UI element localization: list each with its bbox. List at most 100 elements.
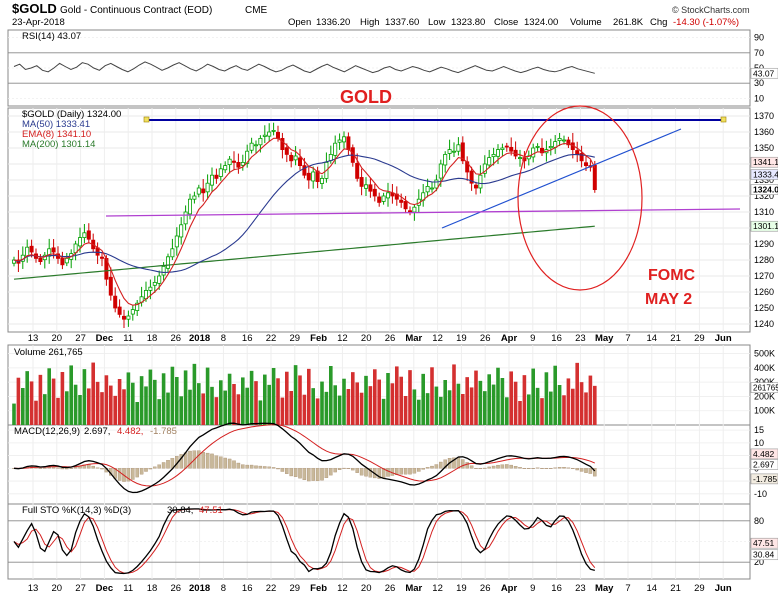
candle-body xyxy=(249,142,254,151)
volume-bar xyxy=(254,381,258,425)
candle-body xyxy=(284,147,289,155)
macd-last-tag xyxy=(750,459,778,470)
candle-body xyxy=(302,165,307,176)
macd-histogram-bar xyxy=(157,464,161,469)
volume-bar xyxy=(513,381,518,425)
volume-bar xyxy=(324,391,329,425)
macd-last-label: 2.697 xyxy=(753,459,775,469)
candle-body xyxy=(319,177,324,184)
volume-bar xyxy=(249,370,254,425)
support-line xyxy=(105,208,741,217)
price-tick-label: 1240 xyxy=(754,319,774,329)
x-axis-label-lower: 12 xyxy=(432,583,443,594)
low-label: Low xyxy=(428,17,446,28)
x-axis-label-upper: 19 xyxy=(456,333,467,344)
macd-histogram-bar xyxy=(417,468,421,472)
macd-histogram-bar xyxy=(298,468,302,479)
macd-histogram-bar xyxy=(144,468,148,472)
candle-body xyxy=(584,162,589,167)
x-axis-label-lower: 8 xyxy=(221,583,226,594)
volume-bar xyxy=(122,389,126,425)
exchange-label: CME xyxy=(245,5,268,16)
macd-histogram-bar xyxy=(368,468,373,478)
macd-histogram-bar xyxy=(500,464,505,469)
macd-last-tag xyxy=(750,473,778,485)
candle-body xyxy=(341,136,346,143)
volume-bar xyxy=(100,392,104,425)
volume-bar xyxy=(56,397,60,425)
close-label: Close xyxy=(494,17,518,28)
sto-k-value: 30.84, xyxy=(167,505,193,516)
macd-signal-value: 4.482, xyxy=(117,426,143,437)
volume-tick-label: 300K xyxy=(754,377,775,387)
macd-histogram-bar xyxy=(439,461,443,469)
macd-histogram-bar xyxy=(478,468,483,470)
macd-label: MACD(12,26,9) xyxy=(14,426,80,437)
volume-bar xyxy=(496,367,500,425)
volume-bar xyxy=(232,384,236,425)
candle-body xyxy=(311,171,316,182)
candle-body xyxy=(447,149,452,154)
volume-bar xyxy=(566,378,571,425)
candle-body xyxy=(122,315,127,320)
volume-bar xyxy=(509,371,513,425)
x-axis-label-upper: 22 xyxy=(266,333,277,344)
volume-bar xyxy=(408,370,412,425)
candle-body xyxy=(346,136,351,151)
candle-body xyxy=(240,161,245,166)
candle-body xyxy=(328,153,333,161)
candle-body xyxy=(575,150,580,155)
macd-histogram-bar xyxy=(43,467,47,469)
macd-histogram-bar xyxy=(320,468,324,481)
macd-histogram-bar xyxy=(522,468,527,469)
candle-body xyxy=(152,281,157,286)
x-axis-label-upper: 26 xyxy=(480,333,491,344)
volume-bar xyxy=(571,388,575,425)
volume-bar xyxy=(153,379,157,425)
volume-bar xyxy=(276,378,280,425)
candle-body xyxy=(218,168,223,177)
macd-histogram-bar xyxy=(443,459,447,469)
rsi-last-label: 43.07 xyxy=(753,68,775,78)
fomc-date-annotation: MAY 2 xyxy=(645,291,692,308)
macd-histogram-bar xyxy=(593,468,597,477)
grid-lines xyxy=(8,37,750,579)
resistance-left-marker xyxy=(143,116,150,123)
volume-bar xyxy=(65,391,69,425)
volume-bar xyxy=(95,381,100,425)
volume-bar xyxy=(522,375,527,425)
volume-bar xyxy=(144,386,148,425)
volume-bar xyxy=(439,396,443,425)
x-axis-label-upper: 18 xyxy=(147,333,158,344)
candle-body xyxy=(231,160,236,163)
candle-body xyxy=(363,184,368,189)
candle-body xyxy=(275,131,280,139)
macd-histogram-bar xyxy=(566,467,571,469)
macd-histogram-bar xyxy=(214,455,219,469)
candle-body xyxy=(557,137,562,142)
macd-histogram-bar xyxy=(65,468,69,470)
macd-histogram-bar xyxy=(56,467,60,469)
fomc-circle xyxy=(517,105,643,291)
volume-bar xyxy=(544,372,549,425)
rsi-label: RSI(14) 43.07 xyxy=(22,31,81,42)
macd-histogram-bar xyxy=(139,468,144,475)
x-axis-label-upper: Feb xyxy=(310,333,327,344)
candle-body xyxy=(192,195,197,200)
candle-body xyxy=(25,246,30,257)
macd-histogram-bar xyxy=(197,450,201,469)
volume-bar xyxy=(381,398,386,425)
macd-histogram-bar xyxy=(509,464,513,469)
x-axis-label-lower: 27 xyxy=(75,583,86,594)
x-axis-label-upper: Jun xyxy=(715,333,732,344)
candle-body xyxy=(504,145,509,148)
volume-bar xyxy=(403,396,408,425)
candle-body xyxy=(306,172,311,181)
price-tick-label: 1310 xyxy=(754,207,774,217)
chg-value: -14.30 (-1.07%) xyxy=(673,17,739,28)
macd-histogram-bar xyxy=(69,468,73,469)
macd-histogram-bar xyxy=(483,467,487,469)
macd-last-label: -1.785 xyxy=(753,474,777,484)
volume-bar xyxy=(447,390,452,425)
x-axis-label-upper: Dec xyxy=(96,333,113,344)
